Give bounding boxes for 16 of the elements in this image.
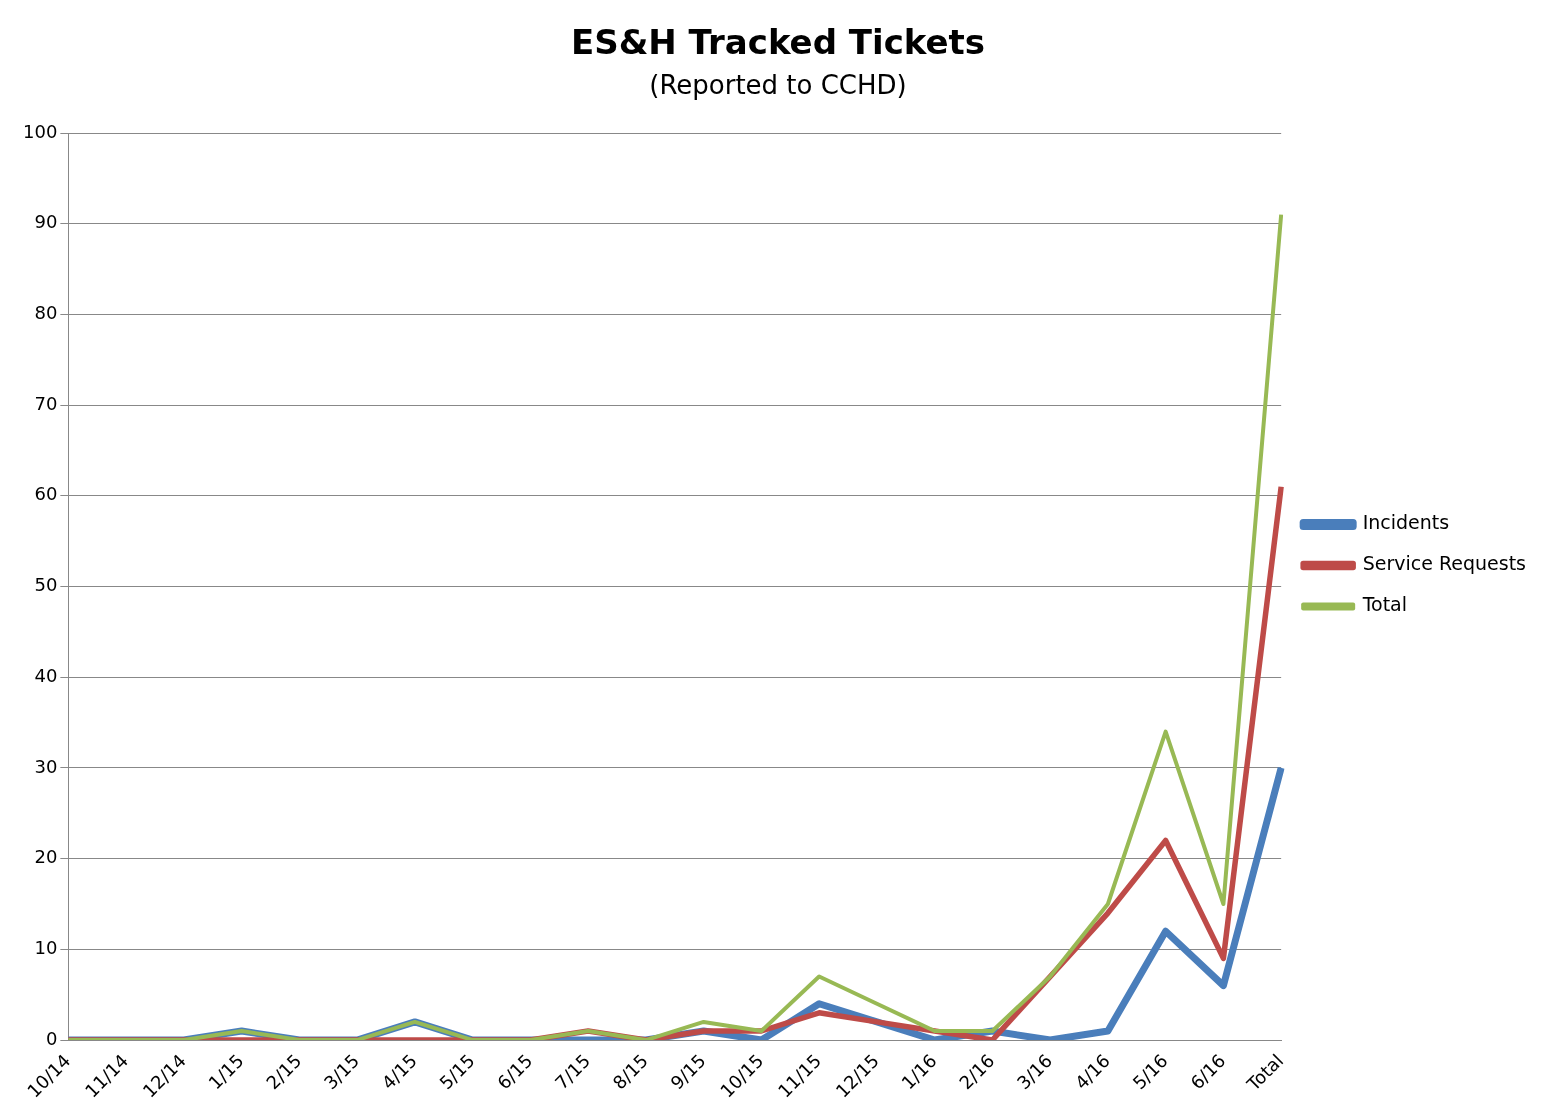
y-tick-label: 60 bbox=[34, 483, 58, 505]
y-tick-label: 30 bbox=[34, 755, 58, 777]
y-tick-label: 0 bbox=[45, 1027, 58, 1049]
y-tick-label: 80 bbox=[34, 302, 58, 324]
y-tick-label: 10 bbox=[34, 937, 58, 959]
legend-label: Incidents bbox=[1362, 511, 1450, 534]
y-tick-label: 50 bbox=[34, 574, 58, 596]
y-tick-label: 90 bbox=[34, 211, 58, 233]
y-tick-label: 70 bbox=[34, 392, 58, 414]
legend-label: Service Requests bbox=[1362, 552, 1527, 575]
y-tick-label: 40 bbox=[34, 664, 58, 686]
y-tick-label: 20 bbox=[34, 846, 58, 868]
y-tick-label: 100 bbox=[23, 120, 58, 142]
chart-title: ES&H Tracked Tickets bbox=[570, 22, 986, 63]
legend-label: Total bbox=[1361, 593, 1408, 616]
chart-subtitle: (Reported to CCHD) bbox=[649, 70, 907, 101]
